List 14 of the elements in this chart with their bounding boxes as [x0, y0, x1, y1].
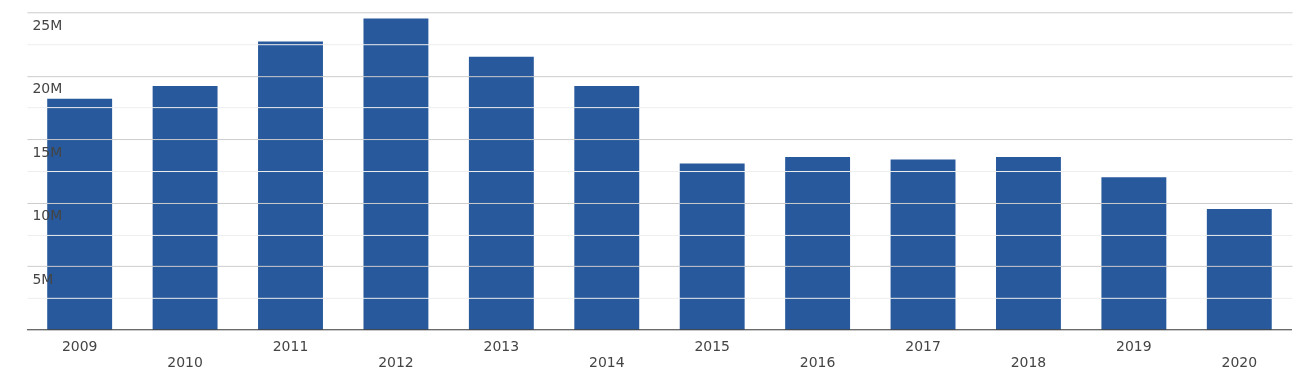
x-tick-label: 2019 — [1116, 338, 1152, 355]
x-tick-label: 2018 — [1010, 354, 1047, 371]
x-tick-label: 2020 — [1221, 354, 1258, 371]
x-tick-label: 2013 — [483, 338, 520, 355]
x-tick-label: 2014 — [588, 354, 625, 371]
x-tick-label: 2016 — [799, 354, 836, 371]
x-tick-label: 2015 — [694, 338, 730, 355]
x-tick-label: 2012 — [378, 354, 414, 371]
y-tick-label: 20M — [32, 80, 63, 97]
x-tick-label: 2010 — [167, 354, 203, 371]
x-tick-label: 2009 — [61, 338, 98, 355]
x-tick-label: 2011 — [272, 338, 309, 355]
y-tick-label: 25M — [32, 16, 63, 33]
x-tick-label: 2017 — [905, 338, 941, 355]
